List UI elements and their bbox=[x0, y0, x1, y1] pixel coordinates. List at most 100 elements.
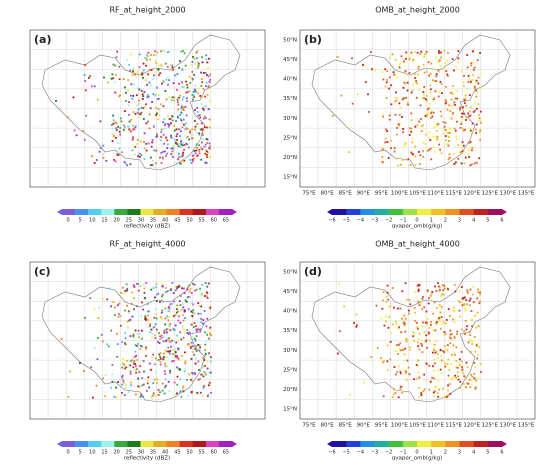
colorbar-tick: 0 bbox=[415, 218, 418, 224]
obs-dot bbox=[208, 371, 211, 374]
obs-dot bbox=[147, 142, 150, 145]
obs-dot bbox=[403, 81, 406, 84]
obs-dot bbox=[475, 325, 478, 328]
obs-dot bbox=[169, 371, 172, 374]
obs-dot bbox=[391, 396, 394, 399]
obs-dot bbox=[155, 300, 158, 302]
colorbar-tick: 5 bbox=[486, 450, 489, 456]
colorbar-segment bbox=[473, 209, 489, 215]
obs-dot bbox=[129, 130, 132, 133]
obs-dot bbox=[201, 141, 203, 144]
obs-dot bbox=[193, 322, 196, 325]
obs-dot bbox=[438, 50, 440, 52]
obs-dot bbox=[193, 96, 195, 98]
obs-dot bbox=[382, 78, 385, 81]
obs-dot bbox=[450, 117, 453, 120]
obs-dot bbox=[397, 327, 400, 330]
obs-dot bbox=[193, 120, 196, 122]
obs-dot bbox=[447, 358, 450, 361]
obs-dot bbox=[170, 117, 173, 120]
obs-dot bbox=[418, 151, 420, 153]
obs-dot bbox=[161, 317, 163, 320]
obs-dot bbox=[406, 81, 409, 84]
obs-dot bbox=[426, 346, 429, 349]
obs-dot bbox=[182, 123, 185, 126]
obs-dot bbox=[398, 348, 401, 351]
obs-dot bbox=[142, 395, 145, 398]
obs-dot bbox=[60, 337, 63, 340]
obs-dot bbox=[176, 334, 179, 337]
obs-dot bbox=[128, 319, 130, 322]
obs-dot bbox=[471, 319, 473, 322]
obs-dot bbox=[143, 291, 146, 294]
obs-dot bbox=[205, 81, 208, 84]
obs-dot bbox=[439, 311, 442, 314]
obs-dot bbox=[195, 90, 198, 93]
obs-dot bbox=[140, 73, 143, 76]
obs-dot bbox=[159, 360, 162, 363]
colorbar-segment bbox=[114, 441, 128, 447]
obs-dot bbox=[471, 325, 474, 328]
obs-dot bbox=[180, 130, 182, 133]
obs-dot bbox=[176, 115, 179, 118]
obs-dot bbox=[195, 350, 198, 352]
obs-dot bbox=[181, 126, 184, 129]
obs-dot bbox=[396, 76, 398, 79]
obs-dot bbox=[465, 386, 468, 389]
panel: OMB_at_height_2000(b)15°N20°N25°N30°N35°… bbox=[283, 6, 536, 230]
obs-dot bbox=[124, 86, 126, 89]
obs-dot bbox=[138, 66, 141, 68]
obs-dot bbox=[428, 332, 431, 335]
obs-dot bbox=[142, 69, 145, 72]
obs-dot bbox=[178, 368, 181, 370]
obs-dot bbox=[147, 376, 150, 379]
obs-dot bbox=[436, 391, 439, 394]
obs-dot bbox=[125, 162, 128, 165]
colorbar-tick: 25 bbox=[126, 218, 132, 224]
obs-dot bbox=[204, 364, 206, 367]
obs-dot bbox=[416, 51, 419, 54]
obs-dot bbox=[146, 96, 149, 99]
obs-dot bbox=[165, 329, 168, 332]
obs-dot bbox=[137, 283, 139, 285]
obs-dot bbox=[164, 365, 167, 368]
obs-dot bbox=[452, 85, 454, 87]
obs-dot bbox=[132, 136, 134, 139]
obs-dot bbox=[176, 392, 178, 395]
obs-dot bbox=[205, 149, 208, 152]
obs-dot bbox=[416, 124, 419, 126]
obs-dot bbox=[161, 293, 164, 296]
obs-dot bbox=[66, 116, 69, 119]
obs-dot bbox=[119, 324, 122, 327]
obs-dot bbox=[124, 309, 126, 312]
lat-tick: 25°N bbox=[283, 135, 297, 141]
obs-dot bbox=[432, 346, 435, 349]
obs-dot bbox=[432, 365, 434, 368]
obs-dot bbox=[180, 105, 183, 108]
obs-dot bbox=[201, 148, 204, 151]
obs-dot bbox=[433, 377, 436, 380]
obs-dot bbox=[126, 164, 129, 167]
obs-dot bbox=[436, 322, 439, 325]
obs-dot bbox=[405, 298, 408, 301]
colorbar-segment bbox=[388, 441, 404, 447]
obs-dot bbox=[162, 50, 165, 53]
obs-dot bbox=[168, 340, 171, 342]
obs-dot bbox=[463, 102, 466, 105]
obs-dot bbox=[197, 111, 199, 113]
obs-dot bbox=[111, 127, 114, 130]
obs-dot bbox=[433, 369, 435, 372]
obs-dot bbox=[157, 68, 160, 70]
obs-dot bbox=[204, 354, 207, 357]
obs-dot bbox=[84, 64, 87, 66]
obs-dot bbox=[161, 285, 164, 288]
obs-dot bbox=[111, 373, 114, 376]
obs-dot bbox=[195, 51, 198, 54]
obs-dot bbox=[410, 130, 413, 133]
obs-dot bbox=[204, 117, 207, 120]
obs-dot bbox=[447, 52, 449, 54]
obs-dot bbox=[157, 108, 160, 110]
obs-dot bbox=[119, 94, 121, 97]
obs-dot bbox=[149, 323, 152, 325]
obs-dot bbox=[460, 152, 463, 154]
